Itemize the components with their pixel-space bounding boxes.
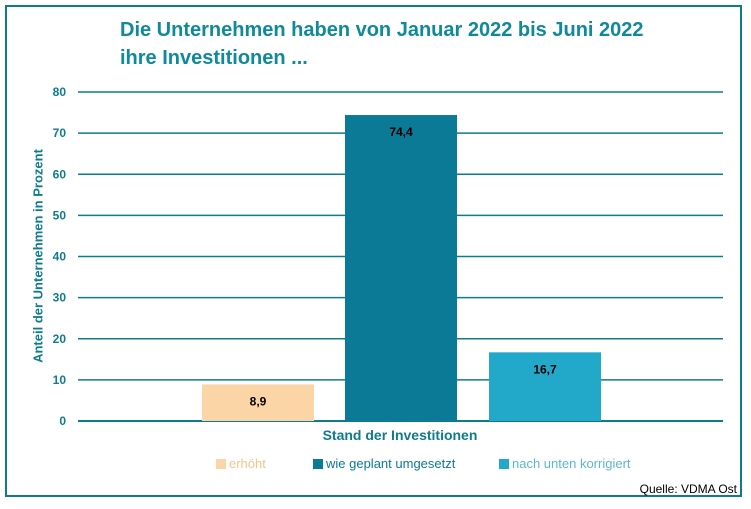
y-tick-label: 40 xyxy=(53,250,67,264)
legend-swatch xyxy=(313,459,323,469)
y-tick-label: 0 xyxy=(59,414,66,428)
y-tick-label: 80 xyxy=(53,85,67,99)
bar xyxy=(345,115,457,421)
legend-swatch xyxy=(216,459,226,469)
data-label: 16,7 xyxy=(533,362,557,376)
y-tick-label: 30 xyxy=(53,291,67,305)
chart-title: Die Unternehmen haben von Januar 2022 bi… xyxy=(120,19,644,69)
legend-item: nach unten korrigiert xyxy=(499,456,631,471)
y-tick-label: 50 xyxy=(53,208,67,222)
chart-frame xyxy=(5,5,742,497)
legend-swatch xyxy=(499,459,509,469)
data-label: 8,9 xyxy=(250,394,267,408)
y-tick-label: 70 xyxy=(53,126,67,140)
data-label: 74,4 xyxy=(389,125,413,139)
legend-label: erhöht xyxy=(229,456,266,471)
x-axis-label: Stand der Investitionen xyxy=(322,427,478,443)
legend-label: nach unten korrigiert xyxy=(512,456,631,471)
legend-item: wie geplant umgesetzt xyxy=(313,456,455,471)
bar xyxy=(202,384,314,421)
legend-item: erhöht xyxy=(216,456,266,471)
bar xyxy=(489,352,601,421)
source-note: Quelle: VDMA Ost xyxy=(639,482,737,496)
y-tick-label: 10 xyxy=(53,373,67,387)
legend-label: wie geplant umgesetzt xyxy=(326,456,456,471)
y-tick-label: 60 xyxy=(53,167,67,181)
y-tick-label: 20 xyxy=(53,332,67,346)
